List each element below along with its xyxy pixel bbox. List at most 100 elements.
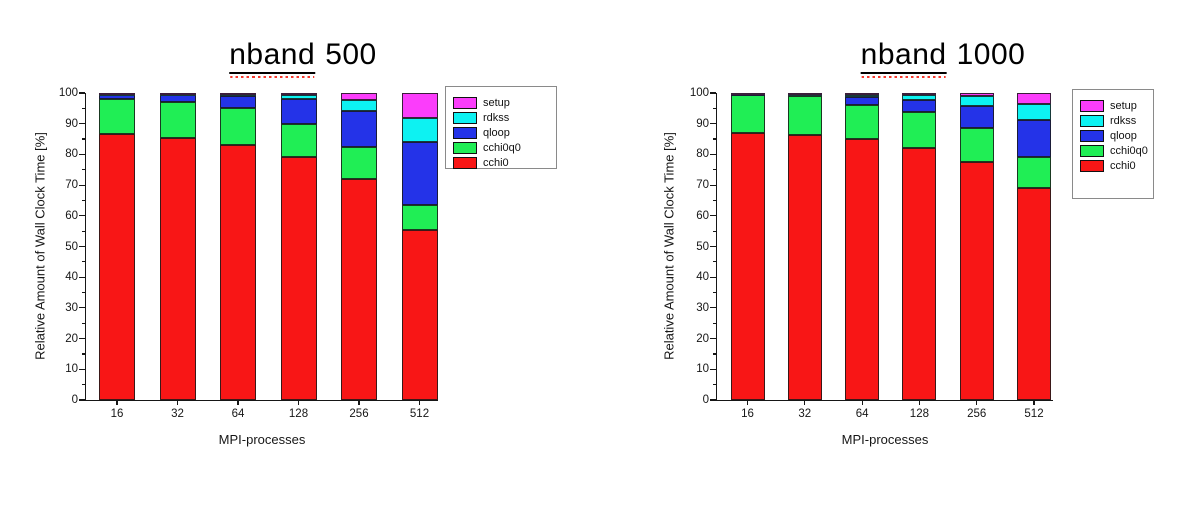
y-major-tick xyxy=(710,92,716,94)
legend-label: setup xyxy=(1110,99,1137,112)
bar-segment-cchi0q0 xyxy=(341,146,377,179)
bar-segment-rdkss xyxy=(787,93,822,96)
y-tick-label: 40 xyxy=(65,271,78,284)
bar-segment-cchi0 xyxy=(730,132,765,400)
bar-segment-cchi0q0 xyxy=(787,96,822,136)
x-tick-label: 512 xyxy=(409,408,430,420)
legend-label: rdkss xyxy=(1110,114,1137,127)
bar-segment-cchi0q0 xyxy=(280,123,317,158)
y-tick-label: 0 xyxy=(71,394,78,406)
y-minor-tick xyxy=(82,138,85,140)
legend-label: cchi0q0 xyxy=(483,141,521,154)
bar-segment-cchi0q0 xyxy=(902,112,937,149)
x-tick xyxy=(358,401,360,405)
legend-swatch-setup xyxy=(1080,99,1104,112)
legend-label: cchi0 xyxy=(483,156,509,169)
bar-segment-cchi0 xyxy=(341,178,377,400)
bar-segment-cchi0q0 xyxy=(730,95,765,133)
bar-segment-rdkss xyxy=(159,93,196,96)
x-tick-label: 64 xyxy=(231,408,245,420)
legend-item-cchi0q0: cchi0q0 xyxy=(1080,143,1148,158)
bar-segment-cchi0 xyxy=(787,135,822,400)
x-tick-label: 256 xyxy=(349,408,369,420)
legend-swatch-cchi0 xyxy=(453,156,477,169)
y-minor-tick xyxy=(82,291,85,294)
y-tick-label: 10 xyxy=(696,363,709,376)
bar-segment-setup xyxy=(730,93,765,95)
bar-segment-setup xyxy=(280,93,317,96)
y-major-tick xyxy=(710,245,716,248)
y-axis-line xyxy=(716,93,718,401)
bar-segment-rdkss xyxy=(959,96,994,106)
y-major-tick xyxy=(710,215,716,217)
bar-segment-rdkss xyxy=(99,93,135,96)
y-major-tick xyxy=(710,338,716,340)
x-tick-label: 128 xyxy=(288,408,309,420)
y-tick-label: 100 xyxy=(58,87,78,99)
bar-segment-setup xyxy=(341,93,377,101)
x-axis-line xyxy=(85,400,438,402)
legend-swatch-cchi0 xyxy=(1080,159,1104,172)
y-minor-tick xyxy=(713,322,716,324)
y-minor-tick xyxy=(82,322,85,324)
bar-segment-cchi0 xyxy=(99,134,135,400)
y-minor-tick xyxy=(713,261,716,263)
bar-segment-qloop xyxy=(902,100,937,113)
legend-item-cchi0q0: cchi0q0 xyxy=(453,140,550,155)
bar-segment-setup xyxy=(159,93,196,95)
y-minor-tick xyxy=(713,384,716,386)
x-tick xyxy=(418,401,421,405)
y-major-tick xyxy=(710,399,716,401)
x-tick-label: 128 xyxy=(909,408,929,420)
x-tick-label: 256 xyxy=(967,408,987,420)
y-major-tick xyxy=(79,123,85,125)
y-major-tick xyxy=(710,307,716,309)
bar-segment-cchi0q0 xyxy=(845,105,880,140)
legend-box: setup rdkss qloop cchi0q0 cchi0 xyxy=(1072,89,1154,199)
bar-segment-qloop xyxy=(341,111,377,147)
y-major-tick xyxy=(79,215,85,217)
x-tick xyxy=(176,401,179,405)
y-major-tick xyxy=(79,92,85,94)
bar-segment-qloop xyxy=(159,94,196,103)
chart-title-size: 1000 xyxy=(956,38,1026,71)
y-tick-label: 80 xyxy=(65,148,78,161)
legend-item-rdkss: rdkss xyxy=(453,110,550,125)
legend-item-cchi0: cchi0 xyxy=(453,155,550,170)
y-minor-tick xyxy=(82,230,85,232)
legend-swatch-rdkss xyxy=(1080,114,1104,127)
bar-segment-cchi0q0 xyxy=(220,108,256,146)
legend-swatch-cchi0q0 xyxy=(1080,144,1104,157)
y-axis-line xyxy=(85,93,87,401)
y-tick-label: 90 xyxy=(65,117,78,130)
bar-segment-cchi0 xyxy=(1017,188,1051,400)
x-tick xyxy=(237,401,239,405)
y-tick-label: 40 xyxy=(696,271,709,284)
y-minor-tick xyxy=(713,169,716,171)
legend-swatch-setup xyxy=(453,96,477,109)
y-major-tick xyxy=(710,368,716,370)
chart-title: nband 500 xyxy=(229,38,377,74)
bar-segment-cchi0 xyxy=(902,148,937,400)
y-tick-label: 30 xyxy=(65,301,78,314)
x-tick-label: 64 xyxy=(855,408,869,420)
y-major-tick xyxy=(79,399,85,401)
x-tick xyxy=(918,401,920,405)
legend-label: qloop xyxy=(1110,129,1137,142)
y-tick-label: 30 xyxy=(696,301,709,314)
x-tick xyxy=(297,401,300,405)
legend-label: cchi0q0 xyxy=(1110,144,1148,157)
y-major-tick xyxy=(79,276,85,278)
legend-label: cchi0 xyxy=(1110,159,1136,172)
bar-segment-qloop xyxy=(280,99,317,124)
y-tick-label: 70 xyxy=(65,179,78,192)
y-axis-title: Relative Amount of Wall Clock Time [%] xyxy=(32,132,48,360)
bar-segment-rdkss xyxy=(341,100,377,112)
bar-segment-setup xyxy=(1017,93,1051,104)
x-axis-title: MPI-processes xyxy=(218,432,306,447)
bar-segment-qloop xyxy=(845,96,880,106)
y-tick-label: 10 xyxy=(65,363,78,376)
y-tick-label: 100 xyxy=(689,87,709,99)
